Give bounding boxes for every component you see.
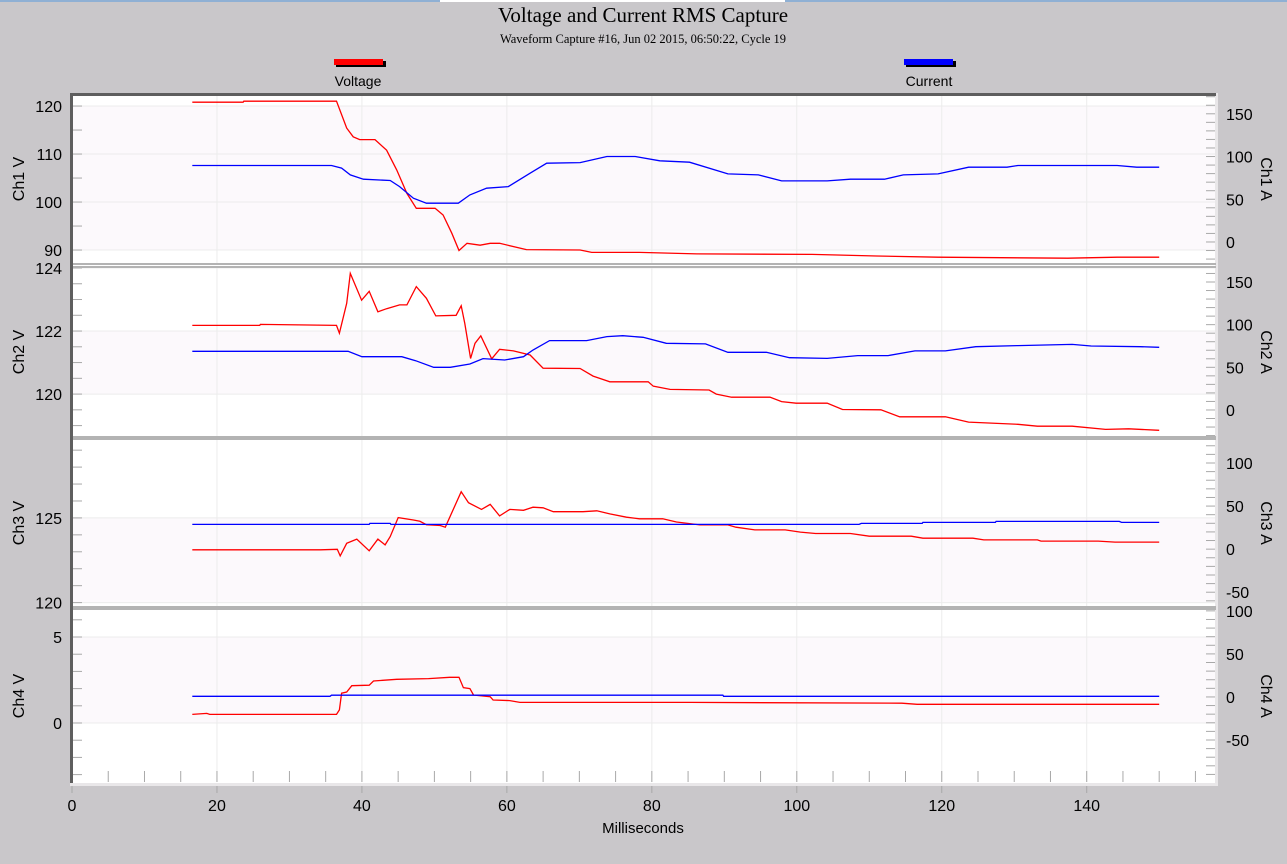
series-current-line <box>192 520 1160 526</box>
chart-title: Voltage and Current RMS Capture <box>498 3 788 27</box>
right-tick-label: 50 <box>1226 647 1244 664</box>
left-tick-label: 90 <box>44 243 62 260</box>
x-tick-label: 140 <box>1073 798 1100 815</box>
left-tick-label: 122 <box>35 324 62 341</box>
left-tick-label: 120 <box>35 387 62 404</box>
legend-swatch-current <box>904 59 953 65</box>
plot-band <box>73 331 1215 395</box>
series-current-line <box>192 335 1160 368</box>
left-tick-label: 125 <box>35 511 62 528</box>
x-tick-label: 120 <box>928 798 955 815</box>
window-top-tab <box>440 0 785 2</box>
left-tick-label: 120 <box>35 596 62 613</box>
left-tick-label: 0 <box>53 716 62 733</box>
left-tick-label: 110 <box>36 147 62 164</box>
panel-divider <box>72 436 1216 440</box>
legend-entry-current[interactable]: Current <box>904 59 956 89</box>
right-tick-label: 50 <box>1226 360 1244 377</box>
right-tick-label: 50 <box>1226 499 1244 516</box>
chart-subtitle: Waveform Capture #16, Jun 02 2015, 06:50… <box>500 32 786 46</box>
x-axis-label: Milliseconds <box>602 820 684 837</box>
series-current-line <box>192 694 1160 697</box>
plot-band <box>73 106 1215 251</box>
series-voltage-line <box>192 676 1160 716</box>
left-tick-label: 120 <box>35 99 62 116</box>
right-tick-label: 150 <box>1226 107 1253 124</box>
panel-1: 120 110 100 90 150 100 50 0 Ch1 V Ch1 A <box>11 95 1274 263</box>
x-tick-label: 40 <box>353 798 371 815</box>
series-voltage-line <box>192 100 1160 259</box>
legend-label-current: Current <box>906 73 953 89</box>
x-axis-baseline <box>70 783 1218 786</box>
panel-divider <box>72 266 1216 268</box>
plot-band <box>73 637 1215 724</box>
plot-frame-top <box>70 93 1216 96</box>
right-tick-label: 0 <box>1226 690 1235 707</box>
series-voltage-line <box>192 270 1160 431</box>
right-axis-label: Ch4 A <box>1257 674 1274 718</box>
right-tick-label: 150 <box>1226 275 1253 292</box>
left-axis-label: Ch3 V <box>11 500 28 545</box>
panel-divider <box>72 606 1216 610</box>
left-tick-label: 124 <box>35 261 62 278</box>
left-axis-label: Ch2 V <box>11 329 28 374</box>
right-tick-label: -50 <box>1226 585 1249 602</box>
right-axis-label: Ch2 A <box>1257 330 1274 374</box>
panel-divider <box>72 263 1216 265</box>
plot-frame-left <box>70 93 73 783</box>
x-tick-label: 20 <box>208 798 226 815</box>
right-tick-label: 100 <box>1226 150 1253 167</box>
left-axis-label: Ch1 V <box>11 156 28 201</box>
x-tick-label: 80 <box>643 798 661 815</box>
right-tick-label: 0 <box>1226 403 1235 420</box>
right-tick-label: 100 <box>1226 604 1253 621</box>
left-tick-label: 100 <box>35 195 62 212</box>
right-tick-label: 100 <box>1226 456 1253 473</box>
left-axis-label: Ch4 V <box>11 673 28 718</box>
left-tick-label: 5 <box>53 630 62 647</box>
right-axis-label: Ch1 A <box>1257 157 1274 201</box>
right-tick-label: 0 <box>1226 235 1235 252</box>
legend-entry-voltage[interactable]: Voltage <box>334 59 386 89</box>
right-axis-label: Ch3 A <box>1257 501 1274 545</box>
panel-2: 124 122 120 150 100 50 0 Ch2 V Ch2 A <box>11 261 1274 437</box>
x-tick-label: 100 <box>783 798 810 815</box>
right-tick-label: 50 <box>1226 192 1244 209</box>
right-tick-label: 100 <box>1226 318 1253 335</box>
legend-swatch-voltage <box>334 59 383 65</box>
right-tick-label: -50 <box>1226 733 1249 750</box>
legend: Voltage Current <box>334 59 956 89</box>
right-tick-label: 0 <box>1226 542 1235 559</box>
legend-label-voltage: Voltage <box>335 73 382 89</box>
series-voltage-line <box>192 490 1160 558</box>
series-current-line <box>192 155 1160 204</box>
panel-3: 125 120 100 50 0 -50 Ch3 V Ch3 A <box>11 440 1274 613</box>
x-tick-label: 0 <box>68 798 77 815</box>
x-axis: 0 20 40 60 80 100 120 140 <box>68 771 1218 815</box>
x-tick-label: 60 <box>498 798 516 815</box>
plot-band <box>73 517 1215 603</box>
